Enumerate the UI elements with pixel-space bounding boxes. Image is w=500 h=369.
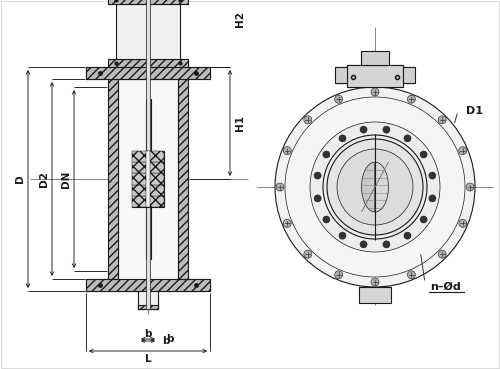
Text: b: b (162, 336, 170, 346)
Text: D2: D2 (39, 171, 49, 187)
Text: b: b (166, 334, 173, 344)
Text: H1: H1 (235, 115, 245, 131)
Text: D1: D1 (466, 106, 483, 116)
Bar (146, 99, 150, 259)
Circle shape (408, 271, 416, 279)
Bar (178, 79, 188, 279)
Bar (138, 305, 158, 309)
Circle shape (323, 216, 330, 223)
Bar (359, 287, 391, 303)
Circle shape (404, 135, 411, 142)
Bar (108, 79, 118, 279)
Bar (132, 151, 164, 162)
Circle shape (283, 146, 291, 155)
Circle shape (314, 195, 321, 202)
Bar (132, 173, 164, 184)
Bar (138, 291, 158, 309)
Circle shape (371, 88, 379, 96)
Circle shape (334, 95, 342, 103)
Bar (403, 67, 415, 83)
Circle shape (438, 250, 446, 258)
Circle shape (429, 195, 436, 202)
Bar (108, 59, 188, 67)
Polygon shape (362, 162, 375, 212)
Bar (86, 67, 210, 79)
Circle shape (314, 172, 321, 179)
Circle shape (327, 139, 423, 235)
Bar (146, 0, 150, 309)
Circle shape (276, 183, 284, 191)
Text: DN: DN (61, 170, 71, 188)
Bar (132, 151, 164, 207)
Circle shape (383, 241, 390, 248)
Text: b: b (144, 329, 152, 339)
Circle shape (459, 219, 467, 227)
Bar (347, 65, 403, 87)
Circle shape (438, 116, 446, 124)
Circle shape (420, 216, 427, 223)
Circle shape (420, 151, 427, 158)
Bar (116, 4, 180, 59)
Circle shape (334, 271, 342, 279)
Circle shape (275, 87, 475, 287)
Bar (86, 279, 210, 291)
Circle shape (283, 219, 291, 227)
Bar (146, 151, 150, 207)
Text: n–Ød: n–Ød (430, 282, 461, 292)
Text: H2: H2 (235, 10, 245, 27)
Circle shape (360, 241, 367, 248)
Circle shape (466, 183, 474, 191)
Circle shape (360, 126, 367, 133)
Circle shape (285, 97, 465, 277)
Circle shape (323, 151, 330, 158)
Bar (361, 51, 389, 65)
Circle shape (304, 116, 312, 124)
Text: L: L (144, 354, 152, 364)
Circle shape (408, 95, 416, 103)
Circle shape (310, 122, 440, 252)
Circle shape (304, 250, 312, 258)
Polygon shape (375, 162, 388, 212)
Bar (335, 67, 347, 83)
Text: D: D (15, 175, 25, 183)
Circle shape (404, 232, 411, 239)
Bar (132, 196, 164, 207)
Circle shape (459, 146, 467, 155)
Bar (118, 79, 178, 279)
Circle shape (323, 135, 427, 239)
Circle shape (429, 172, 436, 179)
Circle shape (339, 232, 346, 239)
Bar (132, 184, 164, 196)
Circle shape (371, 278, 379, 286)
Circle shape (339, 135, 346, 142)
Circle shape (337, 149, 413, 225)
Circle shape (383, 126, 390, 133)
Bar (132, 162, 164, 173)
Bar (108, 0, 188, 4)
